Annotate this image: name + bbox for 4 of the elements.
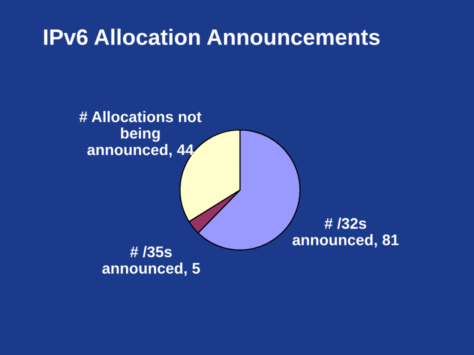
- slice-label: # /32s announced, 81: [292, 218, 399, 248]
- slice-label: # Allocations not being announced, 44: [79, 110, 202, 158]
- chart-title: IPv6 Allocation Announcements: [44, 28, 380, 46]
- slice-label: # /35s announced, 5: [102, 246, 200, 276]
